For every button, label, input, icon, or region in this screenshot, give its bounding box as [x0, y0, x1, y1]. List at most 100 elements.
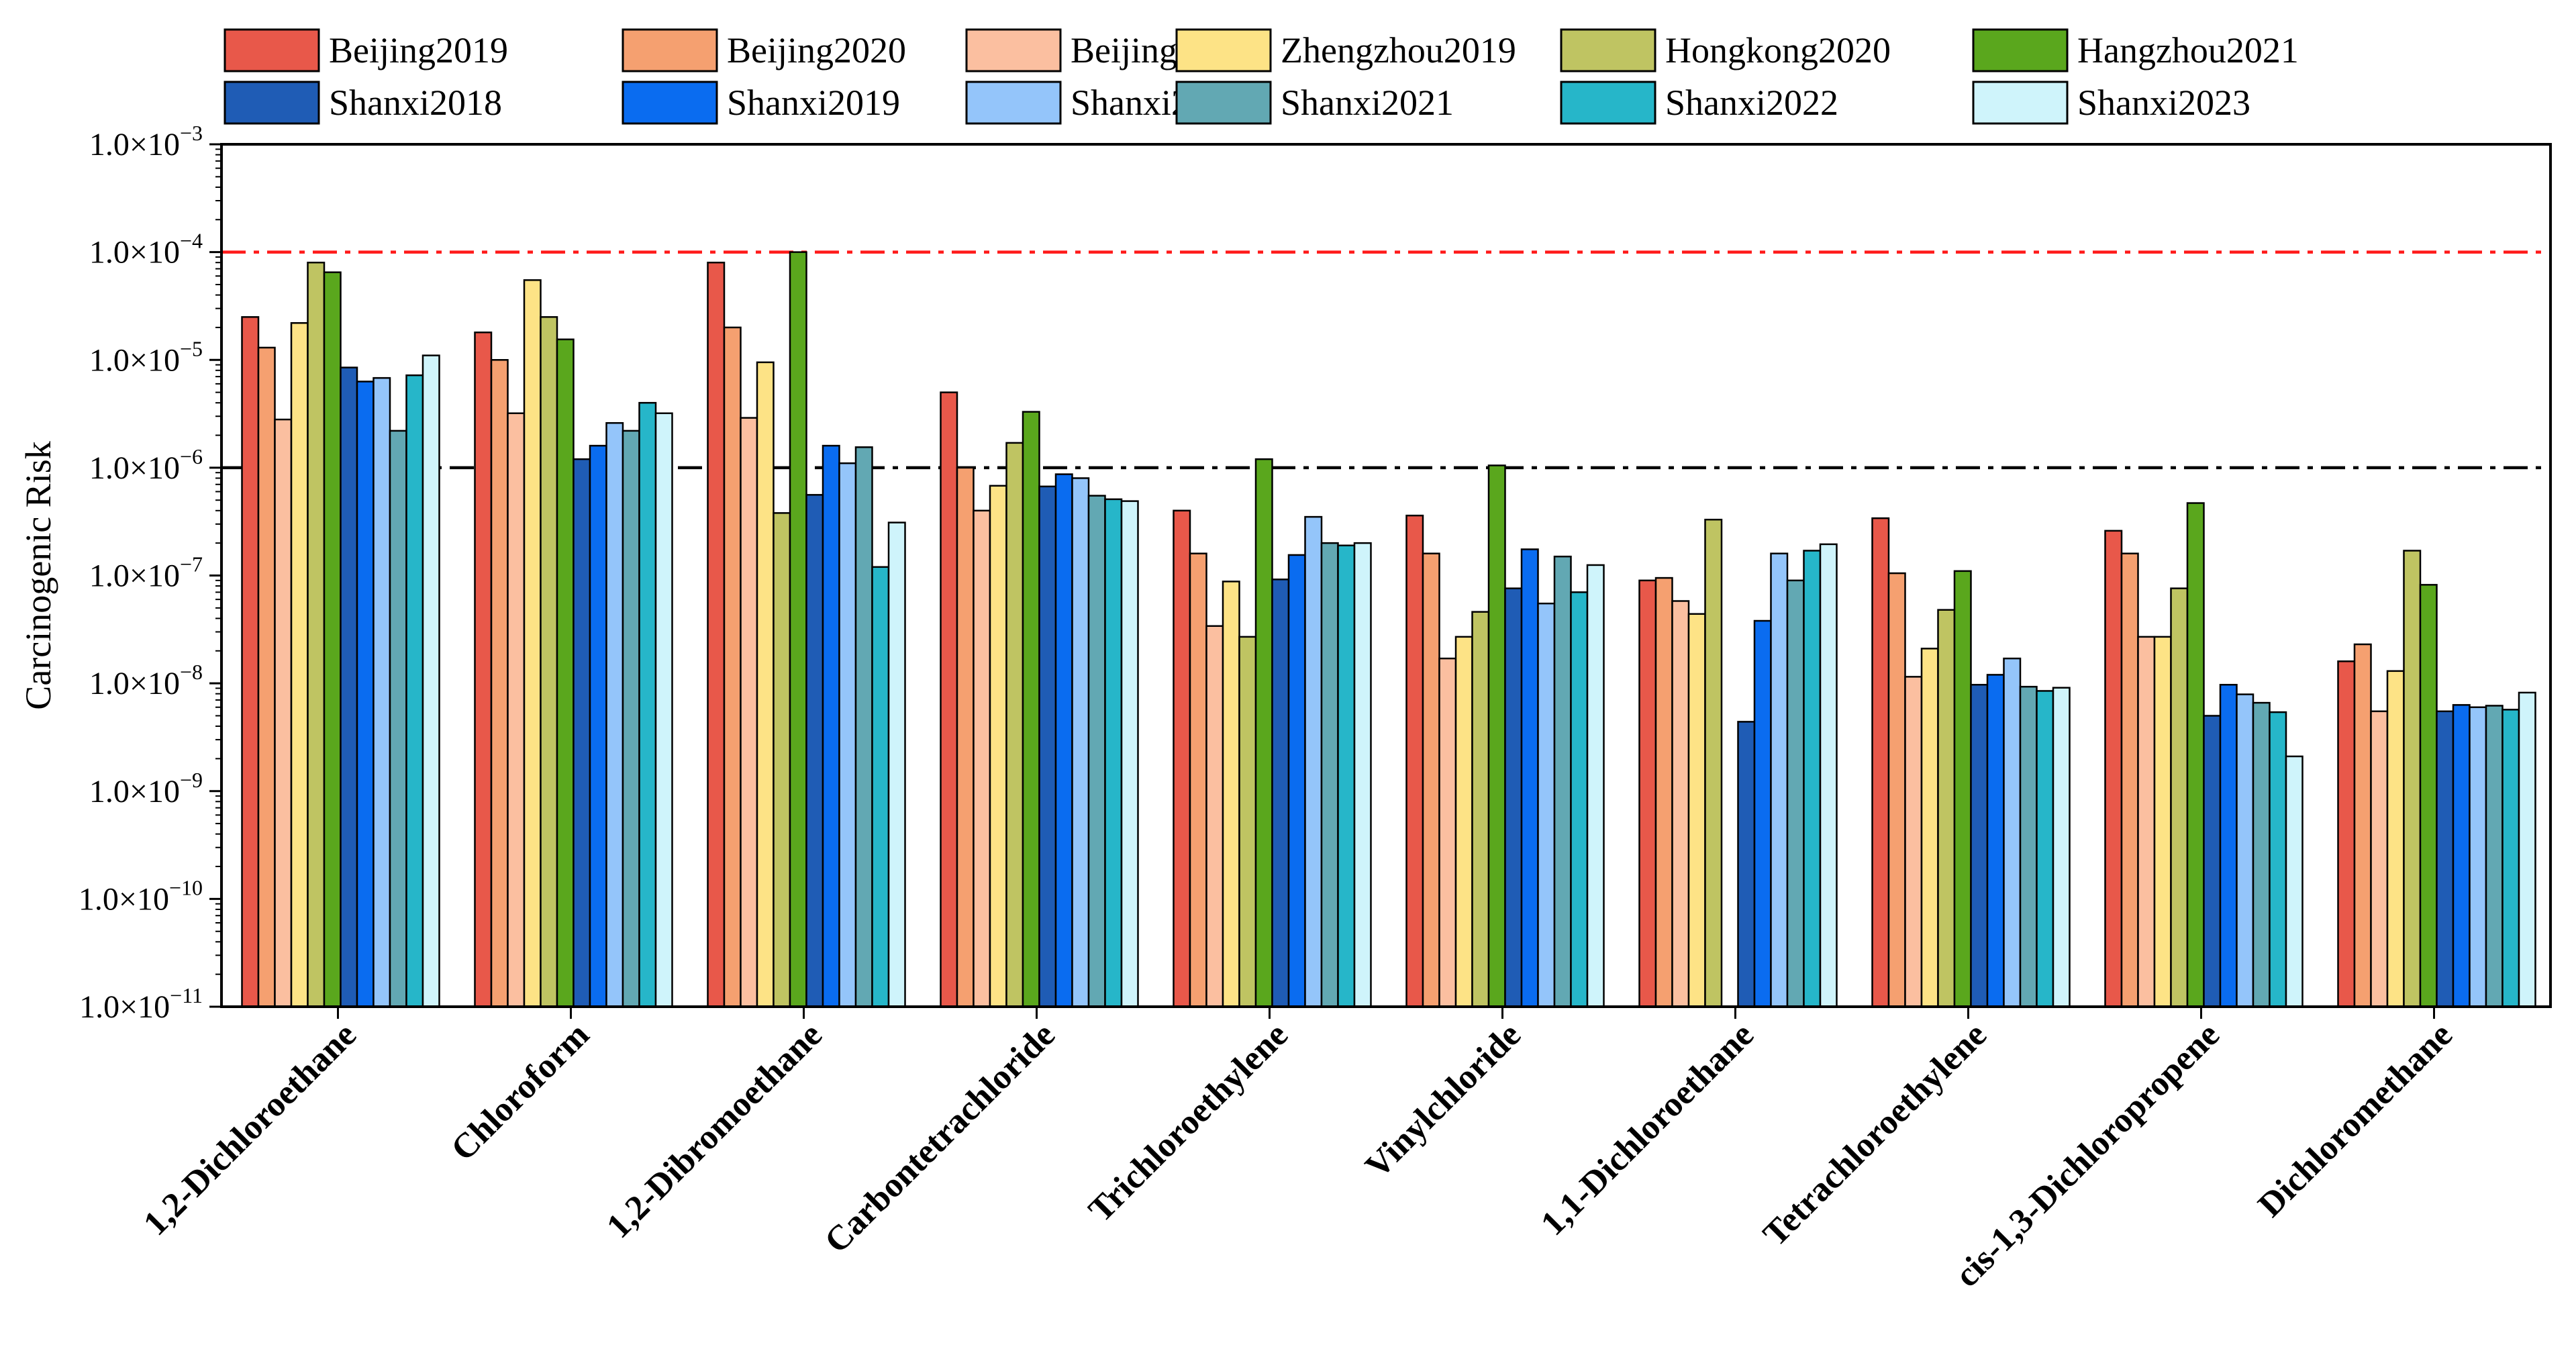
- bar: [887, 521, 906, 1008]
- bar: [1770, 552, 1789, 1008]
- bar: [1422, 552, 1440, 1008]
- category-label: 1,2-Dibromoethane: [599, 1015, 830, 1246]
- bar: [1520, 548, 1539, 1008]
- legend-swatch: [1972, 81, 2069, 125]
- bar: [1104, 498, 1123, 1008]
- bar: [756, 361, 775, 1008]
- category-label: cis-1,3-Dichloropropene: [1948, 1015, 2227, 1295]
- legend-swatch: [1175, 81, 1272, 125]
- bar: [573, 458, 591, 1008]
- bar: [1970, 683, 1989, 1008]
- bar: [2370, 710, 2389, 1008]
- y-tick-label: 1.0×10−4: [89, 229, 203, 270]
- bar: [1937, 609, 1956, 1008]
- bar: [1586, 564, 1605, 1008]
- bar: [1471, 611, 1490, 1008]
- bar: [1254, 458, 1273, 1008]
- bar: [1054, 473, 1073, 1008]
- bar: [989, 485, 1007, 1008]
- bar: [540, 316, 558, 1008]
- bar: [1904, 676, 1923, 1008]
- bar: [654, 412, 673, 1008]
- bar: [2104, 530, 2123, 1008]
- bar: [2236, 693, 2255, 1008]
- legend-swatch: [1560, 81, 1656, 125]
- bar: [1238, 636, 1257, 1008]
- bar: [2170, 587, 2189, 1008]
- legend-swatch: [622, 28, 718, 72]
- bar: [241, 316, 260, 1008]
- bar: [340, 366, 358, 1008]
- bar: [1120, 500, 1139, 1008]
- bar: [838, 462, 857, 1008]
- bar: [638, 401, 657, 1008]
- bar: [2269, 711, 2287, 1008]
- legend-label: Hangzhou2021: [2077, 30, 2299, 70]
- bar: [1438, 657, 1457, 1008]
- bar: [1487, 464, 1506, 1008]
- bar: [556, 338, 575, 1008]
- bar: [1087, 495, 1106, 1008]
- bar: [1753, 619, 1772, 1008]
- bar: [1271, 579, 1290, 1008]
- bar: [2203, 715, 2222, 1008]
- bar: [1038, 485, 1057, 1008]
- bar: [2137, 636, 2156, 1008]
- bar: [1353, 542, 1372, 1008]
- bar: [2219, 683, 2238, 1008]
- bar: [2153, 636, 2172, 1008]
- bar: [822, 444, 840, 1008]
- bar: [2337, 660, 2356, 1008]
- bar: [1173, 509, 1191, 1008]
- bar: [356, 381, 375, 1008]
- bar: [2036, 690, 2054, 1008]
- category-label: Trichloroethylene: [1081, 1015, 1295, 1230]
- bar: [1570, 591, 1589, 1008]
- bar: [2386, 670, 2405, 1008]
- bar: [2403, 550, 2422, 1008]
- bar: [1022, 411, 1040, 1008]
- bar: [422, 354, 440, 1008]
- bar: [1671, 600, 1690, 1008]
- legend-label: Beijing2020: [727, 30, 906, 70]
- plot-frame: [220, 143, 2552, 1008]
- bar: [723, 326, 742, 1008]
- bar: [1704, 518, 1723, 1008]
- bar: [257, 346, 276, 1008]
- bar: [1504, 587, 1523, 1008]
- bar: [1737, 721, 1756, 1008]
- bar: [1819, 543, 1838, 1008]
- bar: [1287, 554, 1306, 1008]
- bar: [1887, 572, 1906, 1008]
- bar: [290, 321, 309, 1008]
- bar: [1189, 552, 1207, 1008]
- bar: [389, 430, 407, 1008]
- bar: [805, 494, 824, 1008]
- bar: [773, 512, 791, 1008]
- legend-label: Beijing2019: [329, 30, 508, 70]
- bar: [1986, 674, 2005, 1008]
- legend-swatch: [1175, 28, 1272, 72]
- bar: [1454, 636, 1473, 1008]
- legend-label: Shanxi2022: [1665, 83, 1838, 123]
- legend-swatch: [622, 81, 718, 125]
- category-label: Vinylchloride: [1358, 1015, 1528, 1185]
- y-tick-label: 1.0×10−6: [89, 444, 203, 486]
- y-tick-label: 1.0×10−10: [79, 875, 203, 917]
- legend-label: Hongkong2020: [1665, 30, 1891, 70]
- bar: [474, 331, 493, 1008]
- bar: [490, 359, 509, 1008]
- bar: [1953, 570, 1972, 1008]
- bar: [789, 251, 807, 1008]
- bar: [1654, 577, 1673, 1008]
- bar: [1786, 579, 1805, 1008]
- bar: [605, 421, 624, 1008]
- bar: [2052, 687, 2071, 1008]
- bar: [622, 430, 640, 1008]
- bar: [2518, 691, 2536, 1008]
- bar: [1071, 477, 1090, 1008]
- bar: [871, 566, 890, 1008]
- bar: [2485, 705, 2504, 1008]
